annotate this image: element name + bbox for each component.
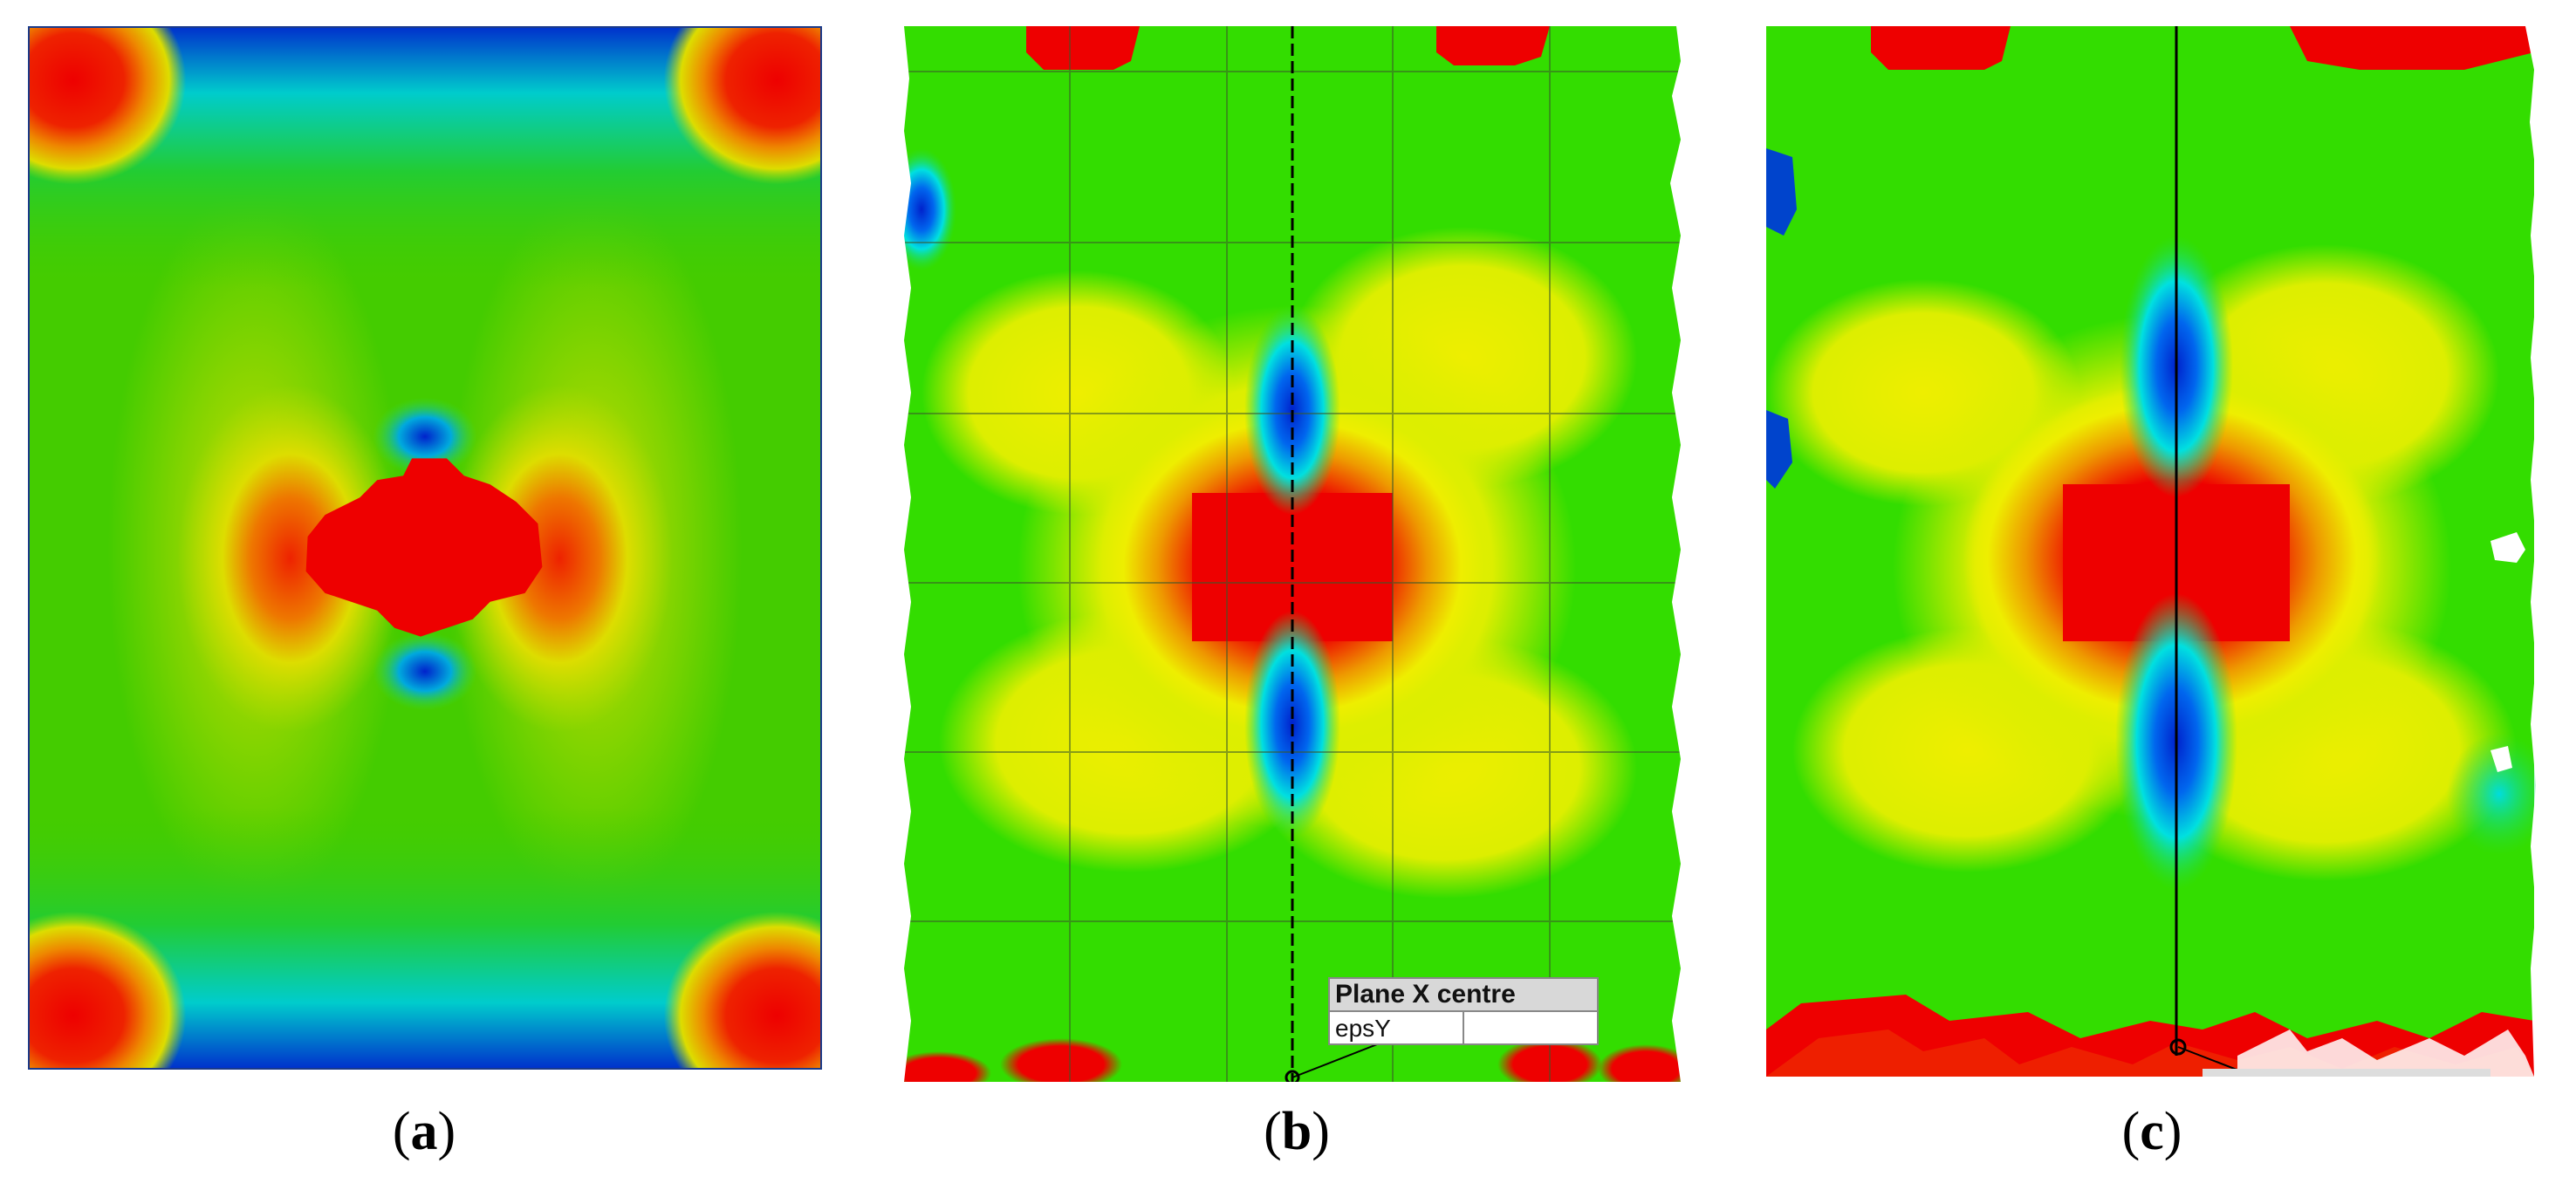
caption-a: (a) (392, 1102, 456, 1161)
plane-legend-box: Plane X centre epsY (1328, 977, 1599, 1045)
legend-row: epsY (1330, 1012, 1597, 1045)
panel-a-fem-strain-map (28, 26, 822, 1070)
caption-c: (c) (2121, 1102, 2182, 1161)
panel-c-dic-strain-map (1766, 26, 2576, 1077)
legend-row-value (1464, 1012, 1597, 1045)
legend-row-key: epsY (1330, 1012, 1464, 1045)
caption-b: (b) (1264, 1102, 1330, 1161)
panel-b-dic-strain-map (904, 26, 1689, 1082)
legend-title: Plane X centre (1330, 979, 1597, 1012)
